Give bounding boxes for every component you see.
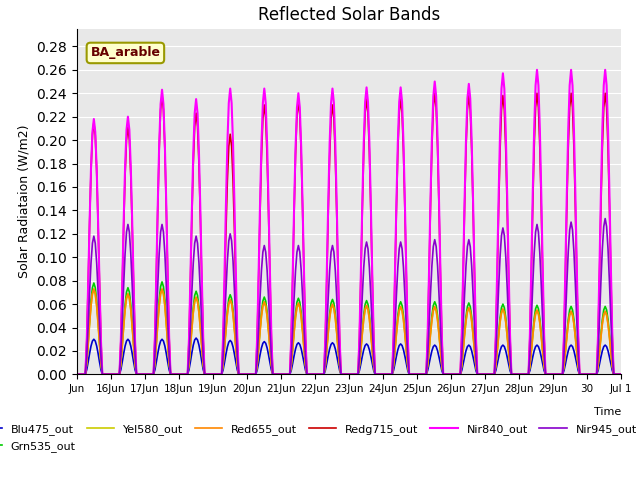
Line: Blu475_out: Blu475_out (77, 338, 621, 374)
Redg715_out (353, 372, 360, 377)
Nir945_out (617, 372, 625, 377)
Text: BA_arable: BA_arable (90, 47, 161, 60)
Grn535_out (614, 372, 622, 377)
Line: Nir945_out: Nir945_out (77, 218, 621, 374)
Redg715_out (614, 372, 622, 377)
Red655_out (73, 372, 81, 377)
Blu475_out (462, 348, 470, 354)
Nir945_out (92, 240, 99, 246)
Nir840_out (543, 372, 551, 377)
Yel580_out (614, 372, 622, 377)
Legend: Blu475_out, Grn535_out, Yel580_out, Red655_out, Redg715_out, Nir840_out, Nir945_: Blu475_out, Grn535_out, Yel580_out, Red6… (0, 420, 640, 456)
Line: Redg715_out: Redg715_out (77, 93, 621, 374)
Nir945_out (461, 291, 468, 297)
Blu475_out (614, 372, 622, 377)
Y-axis label: Solar Radiataion (W/m2): Solar Radiataion (W/m2) (18, 125, 31, 278)
Nir840_out (108, 372, 116, 377)
Line: Red655_out: Red655_out (77, 289, 621, 374)
Nir840_out (353, 372, 360, 377)
Nir945_out (108, 372, 116, 377)
Redg715_out (92, 132, 99, 138)
Yel580_out (462, 319, 470, 324)
Red655_out (93, 302, 100, 308)
Grn535_out (617, 372, 625, 377)
Red655_out (617, 372, 625, 377)
Blu475_out (617, 372, 625, 377)
Nir945_out (602, 216, 609, 221)
Nir945_out (73, 372, 81, 377)
Yel580_out (543, 372, 551, 377)
Red655_out (543, 372, 551, 377)
Redg715_out (462, 147, 470, 153)
Nir840_out (614, 372, 622, 377)
Nir945_out (541, 372, 549, 377)
Red655_out (354, 372, 362, 377)
Yel580_out (73, 372, 81, 377)
Blu475_out (543, 372, 551, 377)
Redg715_out (543, 372, 551, 377)
Yel580_out (354, 372, 362, 377)
Blu475_out (108, 372, 116, 377)
Line: Nir840_out: Nir840_out (77, 70, 621, 374)
Line: Grn535_out: Grn535_out (77, 282, 621, 374)
Title: Reflected Solar Bands: Reflected Solar Bands (258, 6, 440, 24)
Nir945_out (353, 372, 360, 377)
Yel580_out (93, 303, 100, 309)
Grn535_out (108, 372, 116, 377)
Blu475_out (73, 372, 81, 377)
Redg715_out (617, 372, 625, 377)
Text: Time: Time (593, 407, 621, 417)
Red655_out (110, 372, 118, 377)
Redg715_out (73, 372, 81, 377)
Yel580_out (617, 372, 625, 377)
Blu475_out (92, 338, 99, 344)
Red655_out (90, 286, 98, 292)
Grn535_out (73, 372, 81, 377)
Nir945_out (614, 372, 622, 377)
Nir840_out (461, 199, 468, 204)
Grn535_out (158, 279, 166, 285)
Grn535_out (462, 314, 470, 320)
Nir840_out (533, 67, 541, 72)
Nir840_out (92, 129, 99, 135)
Nir840_out (617, 372, 625, 377)
Blu475_out (192, 335, 200, 341)
Red655_out (614, 372, 622, 377)
Yel580_out (90, 287, 98, 293)
Grn535_out (354, 372, 362, 377)
Blu475_out (354, 372, 362, 377)
Grn535_out (92, 285, 99, 290)
Grn535_out (543, 372, 551, 377)
Redg715_out (431, 90, 438, 96)
Nir840_out (73, 372, 81, 377)
Line: Yel580_out: Yel580_out (77, 290, 621, 374)
Yel580_out (110, 372, 118, 377)
Red655_out (462, 318, 470, 324)
Redg715_out (108, 372, 116, 377)
